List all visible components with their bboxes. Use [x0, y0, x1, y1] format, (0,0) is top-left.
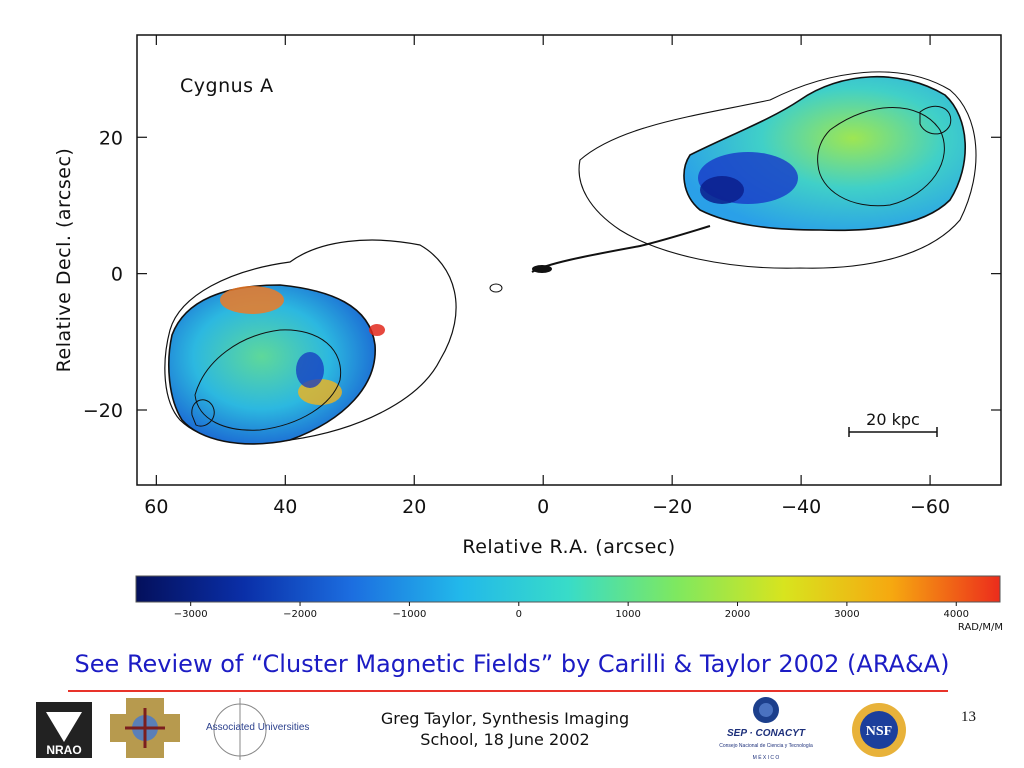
colorbar-swatch: [135, 575, 1001, 603]
x-tick-label: 60: [144, 496, 168, 518]
x-tick-label: 20: [402, 496, 426, 518]
associated-universities-logo: Associated Universities, Inc.: [206, 698, 310, 760]
colorbar-tick-label: 3000: [834, 609, 859, 620]
x-tick-label: −60: [910, 496, 950, 518]
jet: [489, 225, 711, 293]
colorbar: −3000 −2000 −1000 0 1000 2000 3000 4000 RAD/M/M: [135, 575, 1003, 633]
conacyt-subtitle: Consejo Nacional de Ciencia y Tecnología: [719, 743, 813, 749]
y-tick-label: 0: [111, 264, 123, 286]
chart-title: Cygnus A: [180, 75, 274, 97]
y-tick-label: 20: [99, 127, 123, 149]
scale-bar-label: 20 kpc: [866, 410, 920, 429]
x-axis-title: Relative R.A. (arcsec): [462, 536, 675, 558]
eastern-lobe-red-spot: [369, 324, 385, 336]
jet-knot: [489, 283, 503, 293]
colorbar-tick-label: 4000: [944, 609, 969, 620]
radio-map-figure: Cygnus A 60 40 20 0 −20 −40 −60 20 0 −20 Relativ…: [53, 34, 1003, 633]
western-lobe-inner-contour: [817, 107, 945, 207]
x-tick-label: 0: [537, 496, 549, 518]
nrao-logo-text: NRAO: [46, 743, 81, 757]
colorbar-tick-label: −2000: [283, 609, 317, 620]
nsf-logo-text: NSF: [866, 724, 892, 739]
eastern-lobe-hot-region: [220, 286, 284, 314]
eastern-lobe-blue-region: [296, 352, 324, 388]
scale-bar: 20 kpc: [848, 410, 938, 437]
new-mexico-emblem-logo: [110, 698, 180, 758]
colorbar-tick-label: 0: [516, 609, 522, 620]
sep-conacyt-logo: SEP · CONACYT Consejo Nacional de Cienci…: [719, 697, 813, 761]
colorbar-tick-label: −3000: [174, 609, 208, 620]
x-tick-label: 40: [273, 496, 297, 518]
western-lobe-deep-blue: [700, 176, 744, 204]
nrao-logo: NRAO: [36, 702, 92, 758]
western-lobe: [578, 71, 977, 269]
y-axis: 20 0 −20: [83, 127, 1001, 422]
western-lobe-hotspot-contour: [919, 105, 952, 135]
conacyt-country: M É X I C O: [753, 754, 780, 761]
jet-contour: [531, 225, 711, 273]
x-tick-label: −40: [781, 496, 821, 518]
eastern-lobe-inner-contour: [194, 329, 342, 431]
eastern-lobe: [164, 239, 457, 445]
colorbar-unit: RAD/M/M: [958, 622, 1003, 633]
author-credit: Greg Taylor, Synthesis Imaging School, 1…: [340, 708, 670, 750]
core: [532, 265, 552, 273]
colorbar-tick-label: −1000: [393, 609, 427, 620]
author-line-1: Greg Taylor, Synthesis Imaging: [380, 709, 630, 728]
conacyt-title: SEP · CONACYT: [727, 728, 806, 739]
x-axis: 60 40 20 0 −20 −40 −60: [144, 35, 950, 518]
nsf-logo: NSF: [852, 703, 906, 757]
x-tick-label: −20: [652, 496, 692, 518]
eastern-lobe-hotspot-contour: [191, 399, 215, 427]
western-lobe-outer-contour: [578, 71, 977, 269]
author-line-2: School, 18 June 2002: [420, 730, 590, 749]
y-tick-label: −20: [83, 400, 123, 422]
slide-number: 13: [961, 709, 976, 725]
red-divider: [68, 690, 948, 692]
colorbar-tick-label: 2000: [725, 609, 750, 620]
y-axis-title: Relative Decl. (arcsec): [53, 148, 75, 373]
review-reference: See Review of “Cluster Magnetic Fields” …: [74, 650, 950, 678]
associated-universities-text: Associated Universities, Inc.: [206, 722, 310, 733]
colorbar-ticks: −3000 −2000 −1000 0 1000 2000 3000 4000: [174, 602, 969, 620]
colorbar-tick-label: 1000: [615, 609, 640, 620]
